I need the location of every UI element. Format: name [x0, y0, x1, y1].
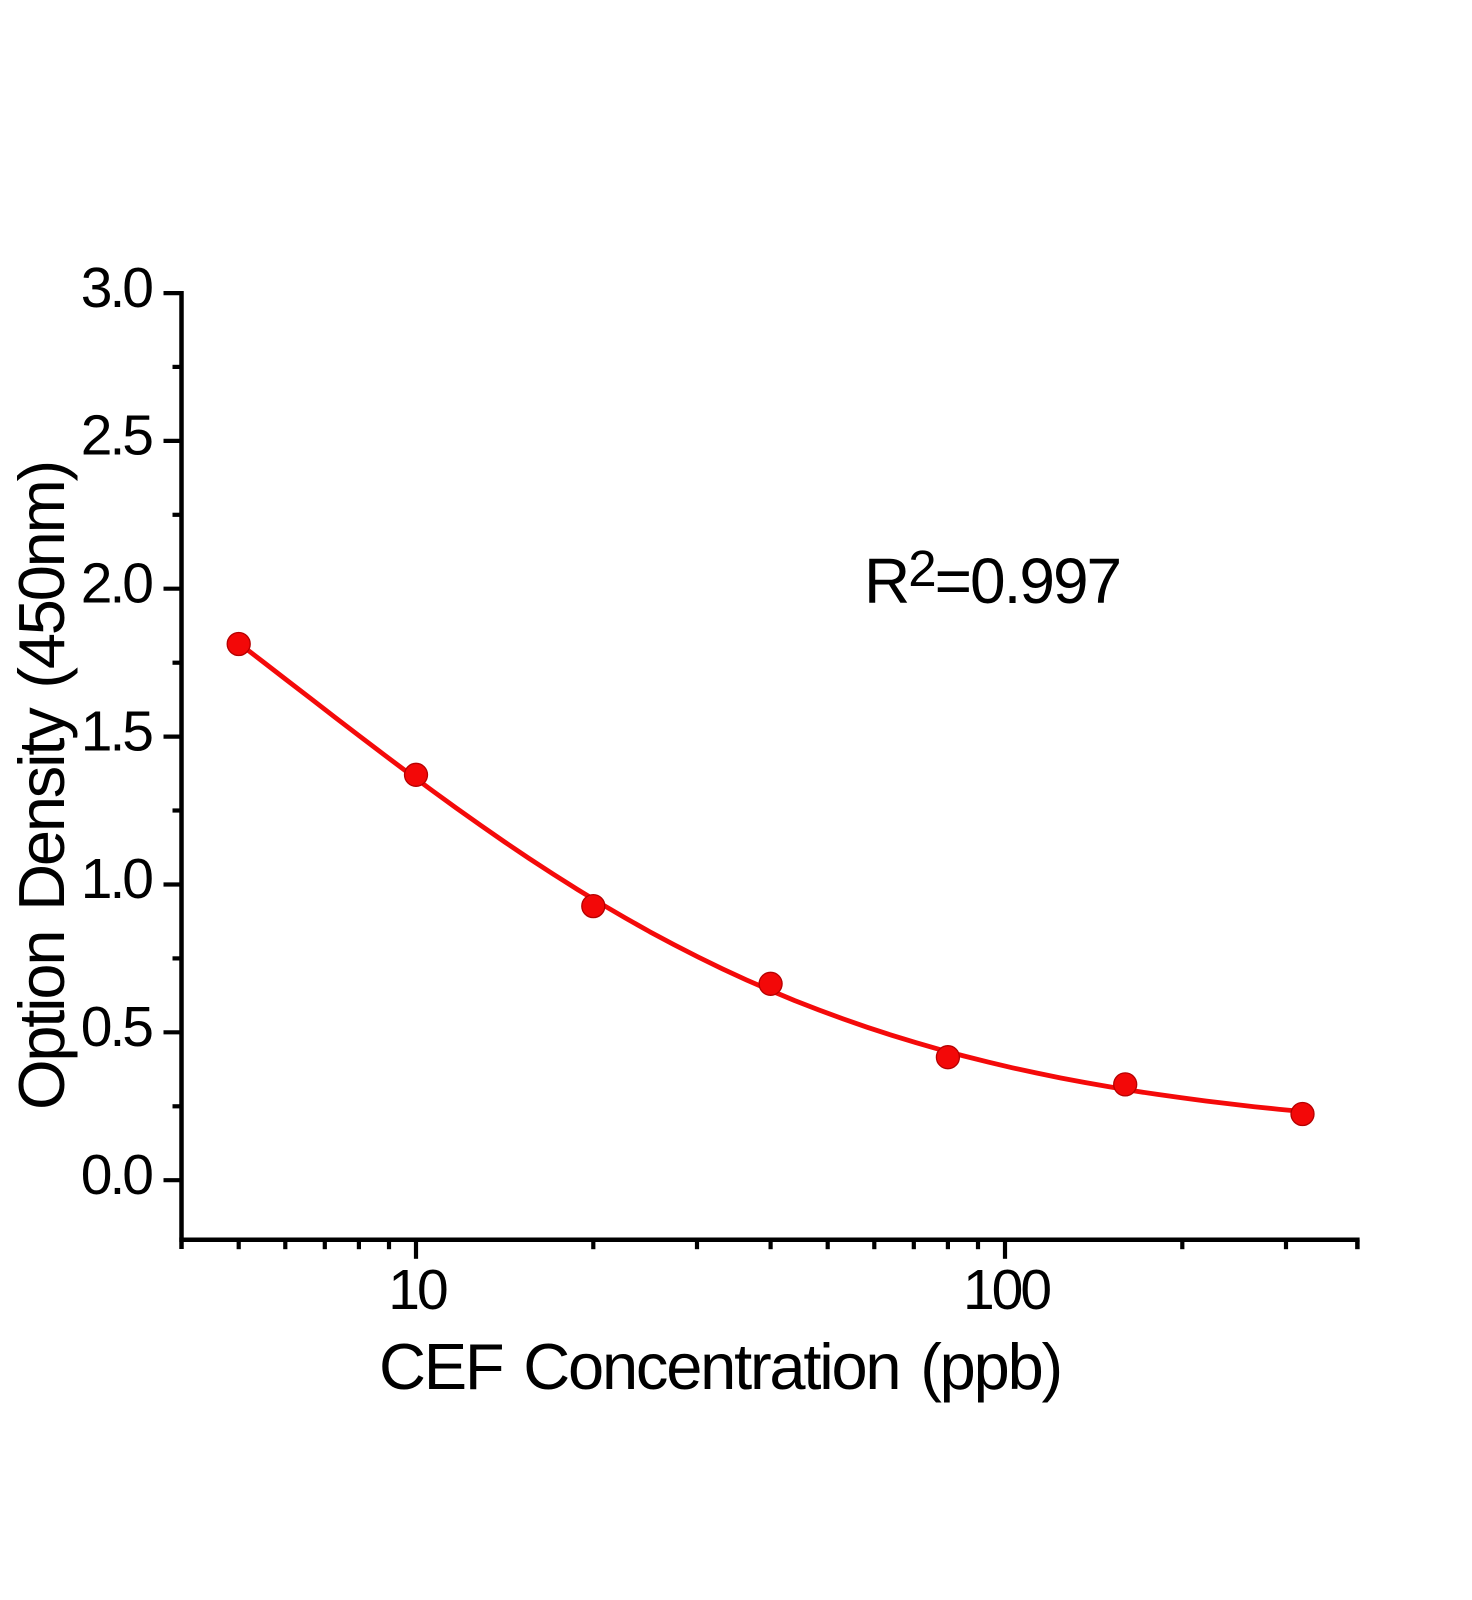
svg-text:3.0: 3.0 — [81, 256, 153, 320]
svg-text:1.5: 1.5 — [81, 699, 153, 763]
svg-text:100: 100 — [963, 1258, 1050, 1322]
svg-text:0.5: 0.5 — [81, 995, 153, 1059]
svg-text:0.0: 0.0 — [81, 1143, 153, 1207]
svg-text:R2=0.997: R2=0.997 — [864, 540, 1120, 617]
svg-text:Option Density (450nm): Option Density (450nm) — [5, 462, 78, 1110]
svg-text:2.0: 2.0 — [81, 551, 153, 615]
svg-text:10: 10 — [388, 1258, 447, 1322]
svg-text:CEF Concentration (ppb): CEF Concentration (ppb) — [379, 1330, 1061, 1403]
svg-text:1.0: 1.0 — [81, 847, 153, 911]
svg-text:2.5: 2.5 — [81, 404, 153, 468]
